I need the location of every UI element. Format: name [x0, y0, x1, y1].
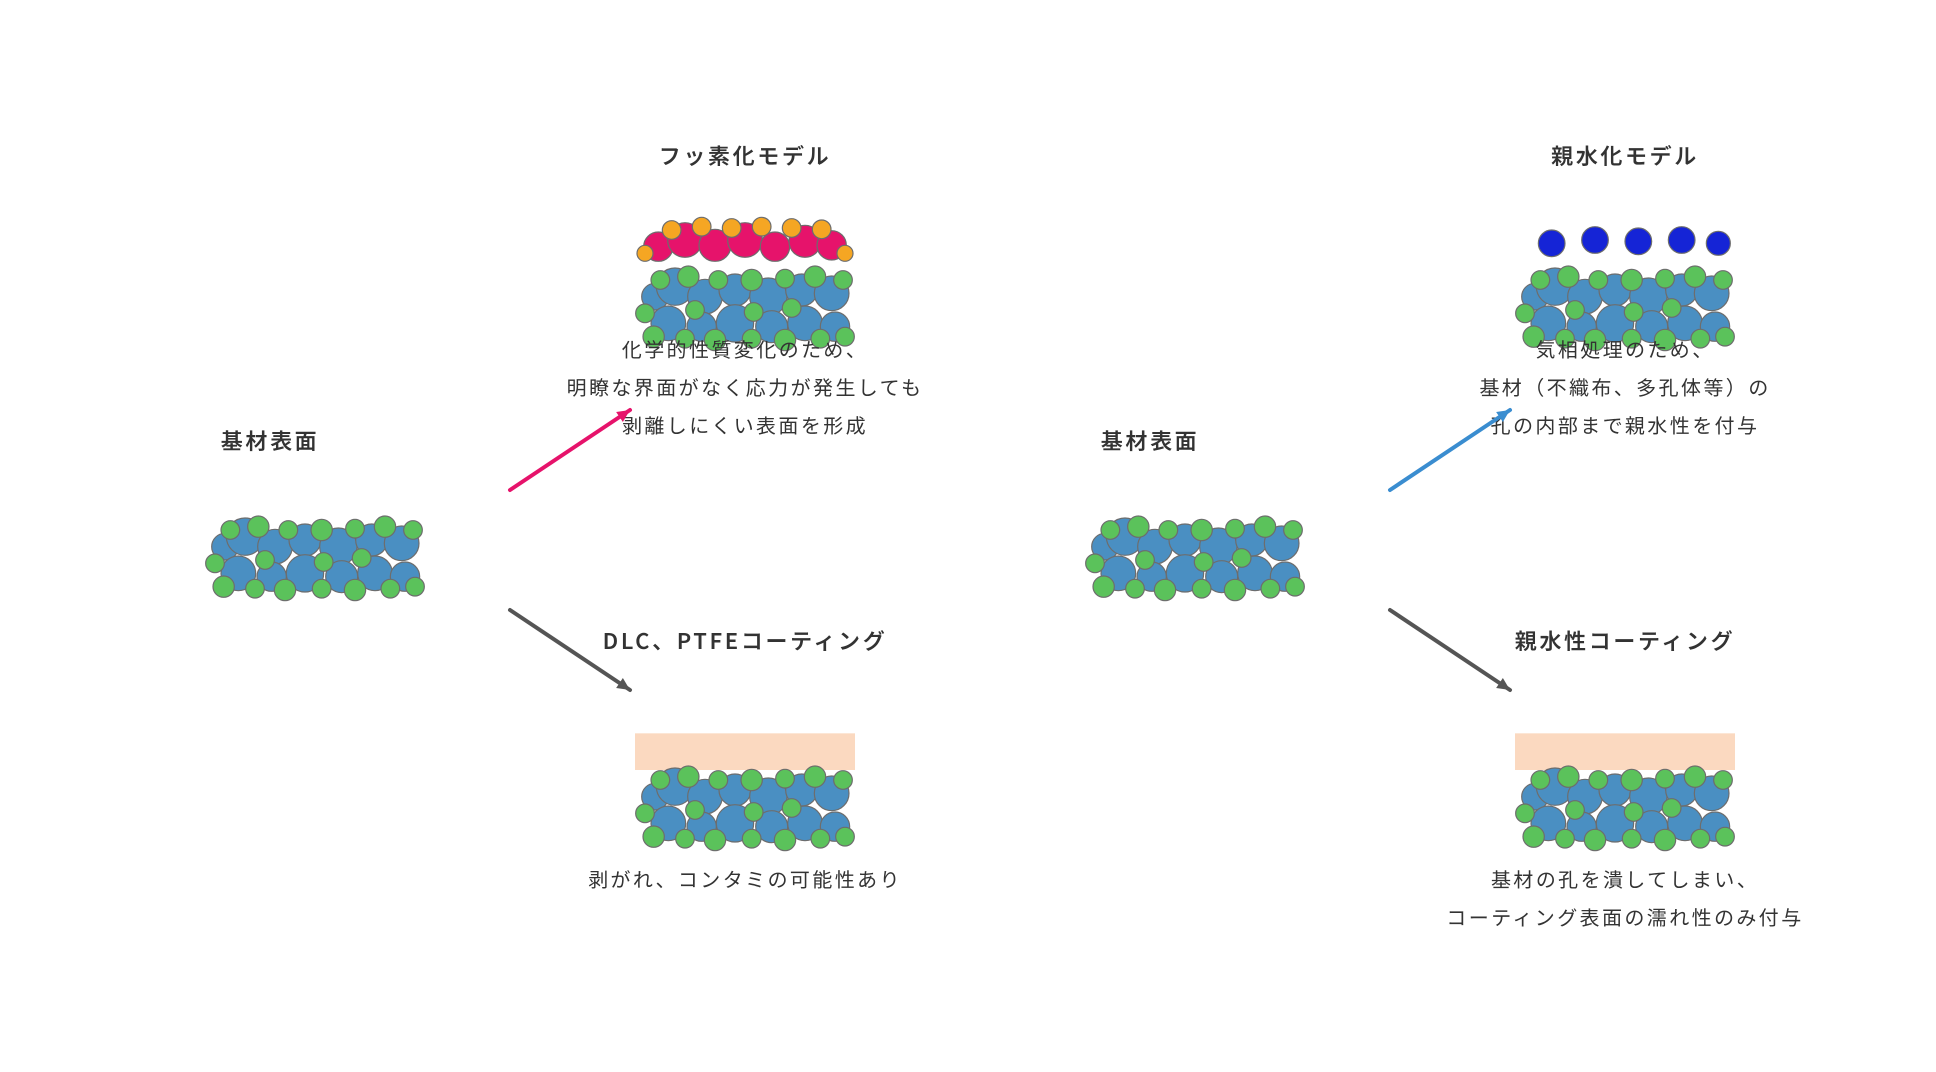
left-source-cluster: [150, 470, 480, 630]
left-bottom-cluster: [580, 720, 910, 880]
left-bottom-desc: 剥がれ、コンタミの可能性あり: [530, 860, 960, 898]
diagram-stage: 基材表面 フッ素化モデル 化学的性質変化のため、明瞭な界面がなく応力が発生しても…: [0, 0, 1936, 1072]
right-arrow-bottom: [1380, 600, 1520, 700]
right-bottom-desc: 基材の孔を潰してしまい、コーティング表面の濡れ性のみ付与: [1380, 860, 1870, 936]
left-arrow-top: [500, 400, 640, 500]
right-top-title: 親水化モデル: [1460, 135, 1790, 177]
right-arrow-top: [1380, 400, 1520, 500]
right-bottom-cluster: [1460, 720, 1790, 880]
left-top-title: フッ素化モデル: [580, 135, 910, 177]
left-arrow-bottom: [500, 600, 640, 700]
right-source-title: 基材表面: [1000, 420, 1300, 462]
left-source-title: 基材表面: [120, 420, 420, 462]
right-source-cluster: [1030, 470, 1360, 630]
